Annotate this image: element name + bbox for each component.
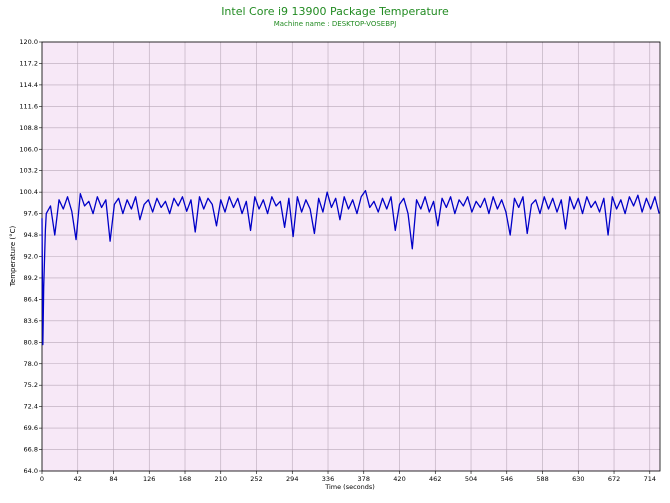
x-tick-label: 378 bbox=[358, 475, 370, 483]
y-tick-label: 64.0 bbox=[24, 467, 38, 475]
x-tick-label: 504 bbox=[465, 475, 477, 483]
y-axis-label: Temperature (°C) bbox=[9, 226, 17, 288]
y-tick-label: 83.6 bbox=[24, 317, 38, 325]
x-tick-label: 420 bbox=[393, 475, 405, 483]
x-tick-label: 0 bbox=[40, 475, 44, 483]
x-tick-label: 336 bbox=[322, 475, 334, 483]
y-tick-label: 120.0 bbox=[19, 38, 38, 46]
x-tick-label: 168 bbox=[179, 475, 191, 483]
y-tick-label: 72.4 bbox=[24, 403, 38, 411]
y-tick-label: 100.4 bbox=[19, 188, 38, 196]
x-tick-label: 42 bbox=[74, 475, 82, 483]
x-tick-label: 588 bbox=[536, 475, 548, 483]
y-tick-label: 117.2 bbox=[19, 59, 38, 67]
y-tick-label: 78.0 bbox=[24, 360, 38, 368]
y-tick-label: 114.4 bbox=[19, 81, 38, 89]
x-tick-label: 546 bbox=[501, 475, 513, 483]
x-tick-label: 126 bbox=[143, 475, 155, 483]
x-tick-label: 84 bbox=[109, 475, 117, 483]
x-tick-label: 672 bbox=[608, 475, 620, 483]
x-tick-label: 294 bbox=[286, 475, 298, 483]
x-tick-label: 630 bbox=[572, 475, 584, 483]
y-tick-label: 111.6 bbox=[19, 102, 38, 110]
y-tick-label: 92.0 bbox=[24, 253, 38, 261]
y-tick-label: 80.8 bbox=[24, 338, 38, 346]
x-tick-label: 462 bbox=[429, 475, 441, 483]
x-tick-label: 210 bbox=[215, 475, 227, 483]
y-tick-label: 97.6 bbox=[24, 210, 38, 218]
y-tick-label: 108.8 bbox=[19, 124, 38, 132]
y-tick-label: 69.6 bbox=[24, 424, 38, 432]
y-tick-label: 66.8 bbox=[24, 446, 38, 454]
data-line bbox=[41, 189, 660, 346]
chart-subtitle: Machine name : DESKTOP-VOSEBPJ bbox=[274, 20, 397, 28]
x-axis-label: Time (seconds) bbox=[324, 483, 375, 491]
x-tick-label: 714 bbox=[644, 475, 656, 483]
y-tick-label: 86.4 bbox=[24, 295, 38, 303]
y-tick-label: 89.2 bbox=[24, 274, 38, 282]
y-tick-label: 106.0 bbox=[19, 145, 38, 153]
chart-title: Intel Core i9 13900 Package Temperature bbox=[221, 5, 449, 18]
x-tick-label: 252 bbox=[250, 475, 262, 483]
y-tick-label: 103.2 bbox=[19, 167, 38, 175]
y-tick-label: 75.2 bbox=[24, 381, 38, 389]
y-tick-label: 94.8 bbox=[24, 231, 38, 239]
